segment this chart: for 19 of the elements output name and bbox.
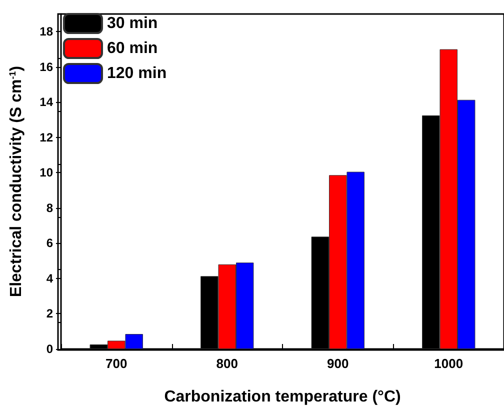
legend-label: 30 min (107, 15, 158, 32)
x-tick-label: 800 (216, 356, 238, 371)
x-tick-label: 900 (327, 356, 349, 371)
y-tick-label: 6 (46, 236, 54, 250)
legend-label: 60 min (107, 40, 158, 57)
x-tick-label: 1000 (434, 356, 464, 371)
legend-label: 120 min (107, 65, 167, 82)
y-tick-label: 14 (40, 95, 54, 110)
y-tick-label: 18 (40, 24, 54, 39)
y-tick-label: 10 (40, 166, 54, 180)
x-axis-title: Carbonization temperature (°C) (164, 388, 401, 406)
y-tick-label: 0 (46, 342, 54, 356)
y-tick-label: 12 (40, 130, 54, 144)
y-tick-label: 2 (46, 306, 54, 321)
x-tick-label: 700 (106, 356, 128, 371)
y-tick-label: 8 (46, 200, 54, 215)
y-tick-label: 16 (40, 60, 54, 74)
y-axis-title: Electrical conductivity (S cm-1) (8, 66, 25, 298)
y-tick-label: 4 (46, 271, 54, 286)
